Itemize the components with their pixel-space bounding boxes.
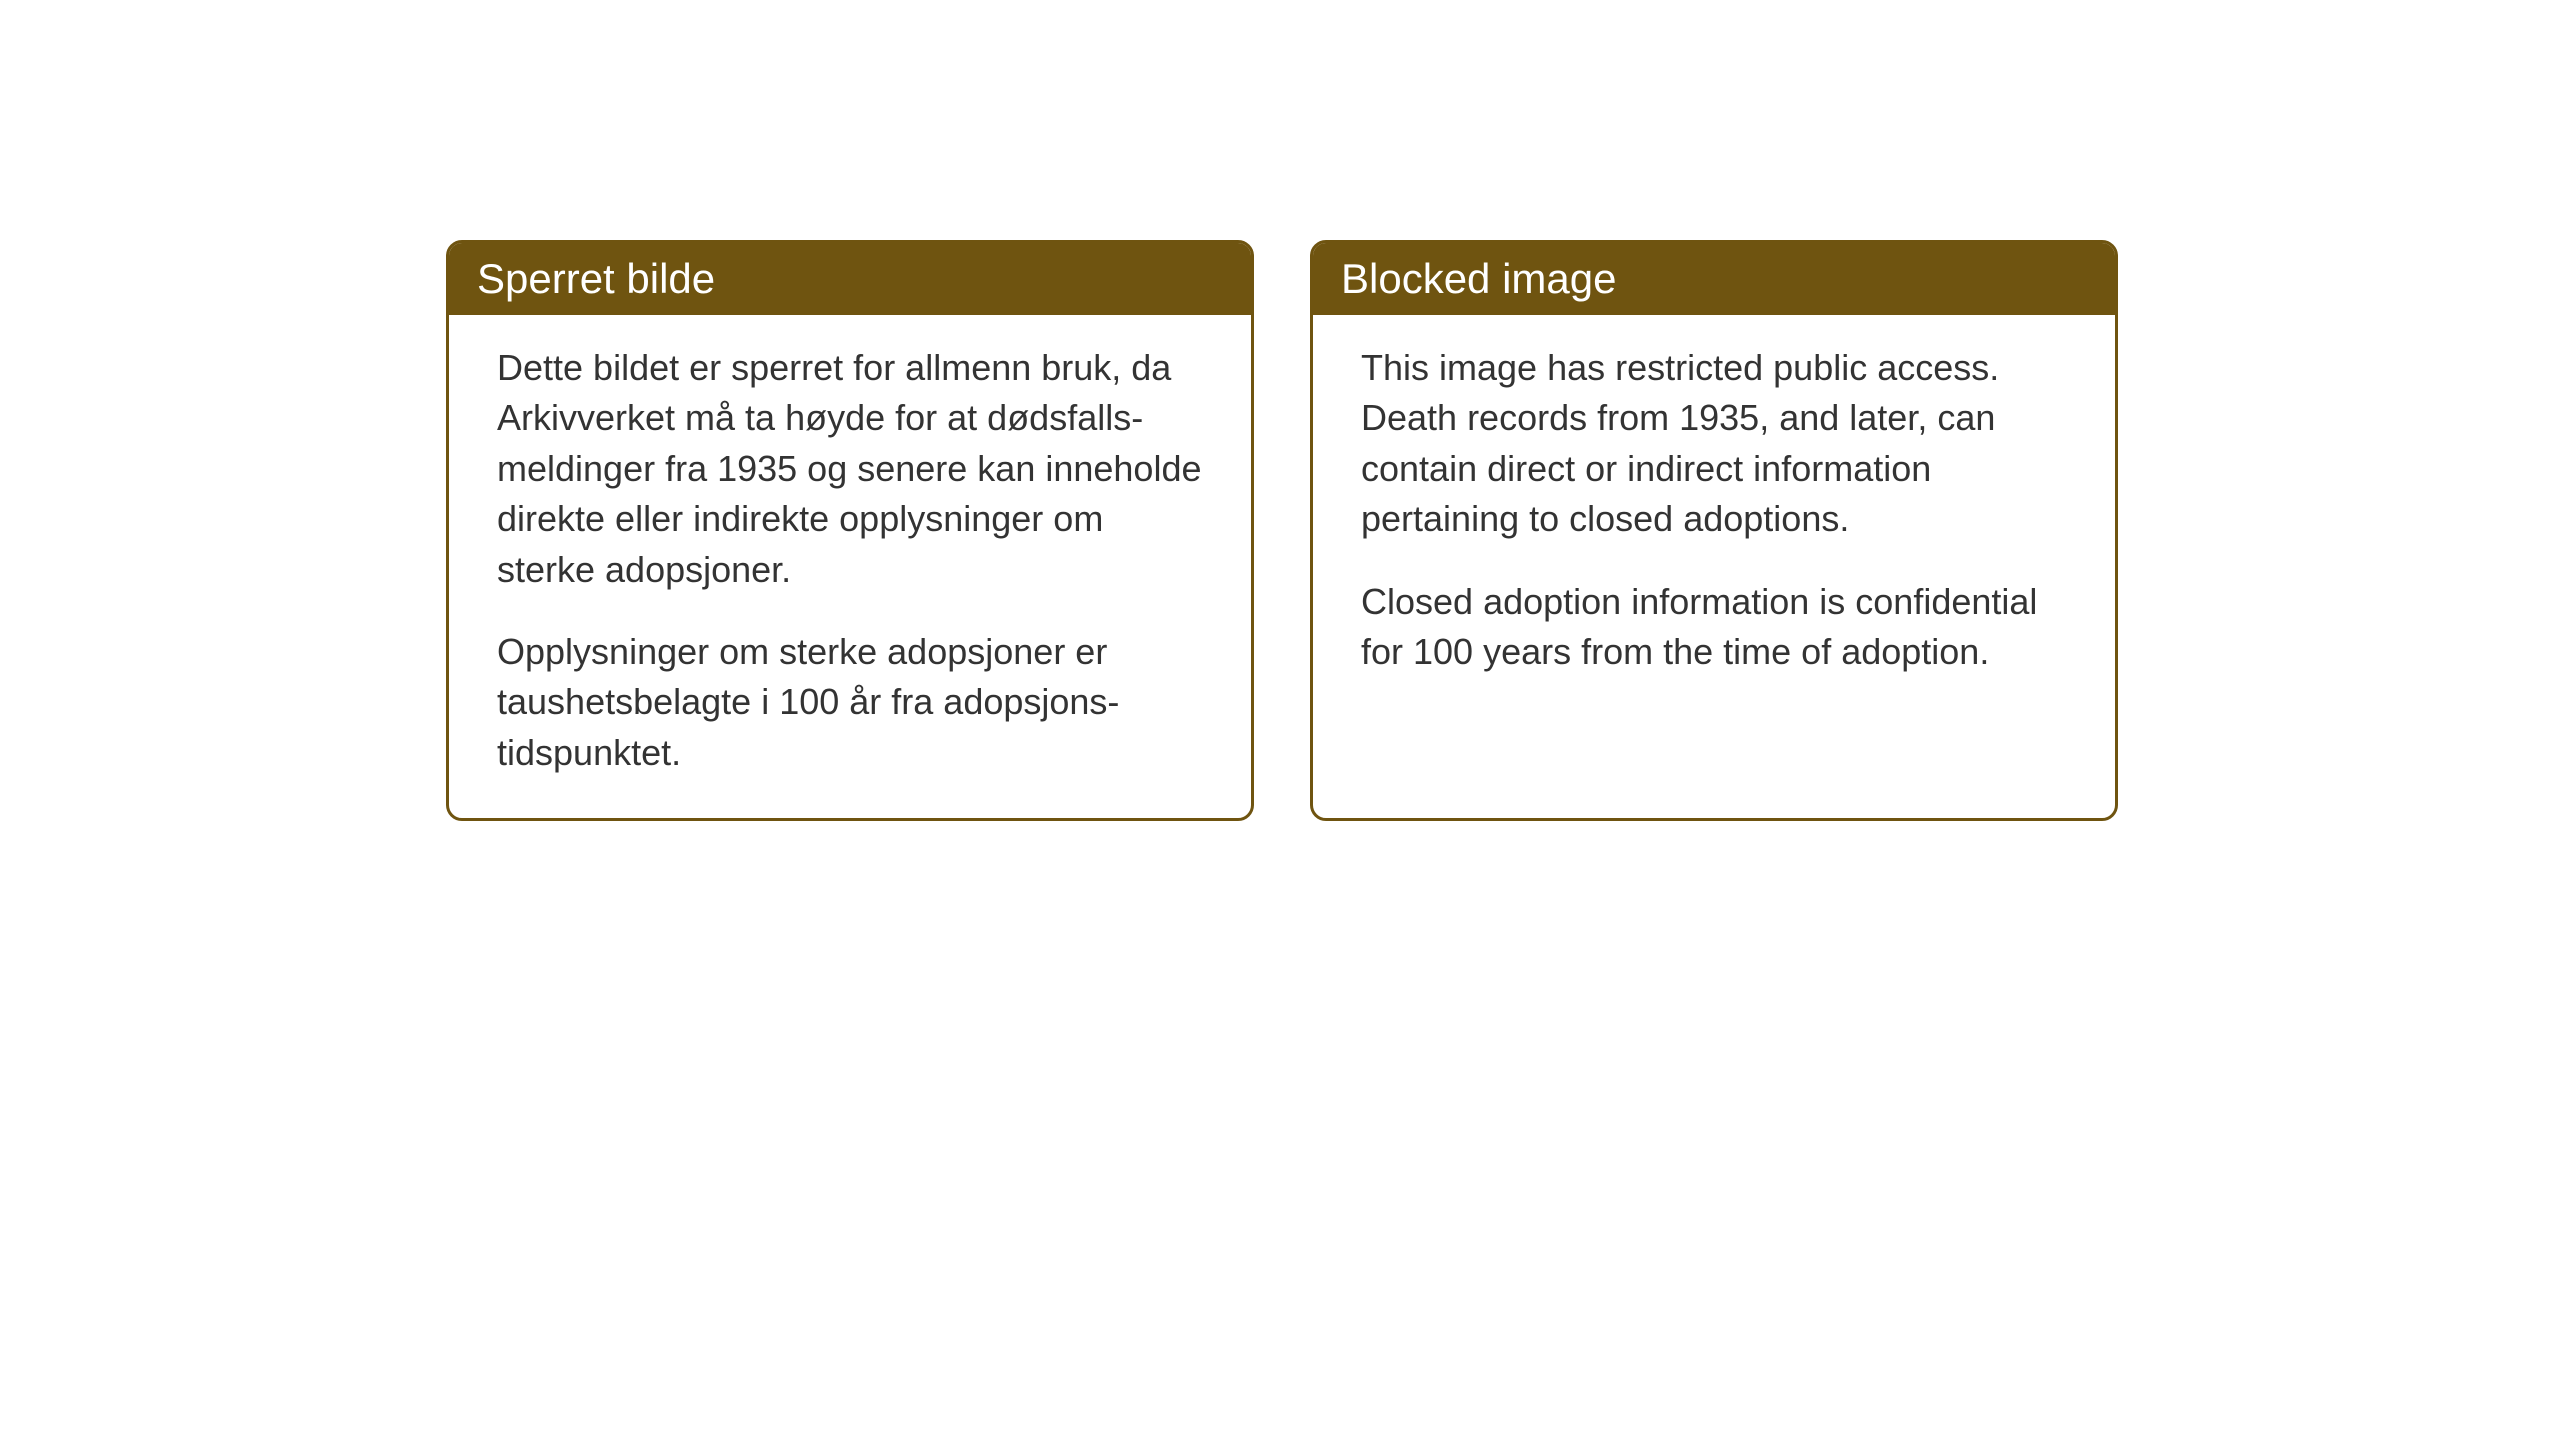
norwegian-card-title: Sperret bilde [477, 255, 715, 302]
english-card-title: Blocked image [1341, 255, 1616, 302]
norwegian-paragraph-2: Opplysninger om sterke adopsjoner er tau… [497, 627, 1203, 778]
norwegian-notice-card: Sperret bilde Dette bildet er sperret fo… [446, 240, 1254, 821]
english-paragraph-1: This image has restricted public access.… [1361, 343, 2067, 545]
english-card-body: This image has restricted public access.… [1313, 315, 2115, 717]
norwegian-card-header: Sperret bilde [449, 243, 1251, 315]
norwegian-card-body: Dette bildet er sperret for allmenn bruk… [449, 315, 1251, 818]
english-notice-card: Blocked image This image has restricted … [1310, 240, 2118, 821]
english-paragraph-2: Closed adoption information is confident… [1361, 577, 2067, 678]
notice-cards-container: Sperret bilde Dette bildet er sperret fo… [446, 240, 2118, 821]
norwegian-paragraph-1: Dette bildet er sperret for allmenn bruk… [497, 343, 1203, 595]
english-card-header: Blocked image [1313, 243, 2115, 315]
